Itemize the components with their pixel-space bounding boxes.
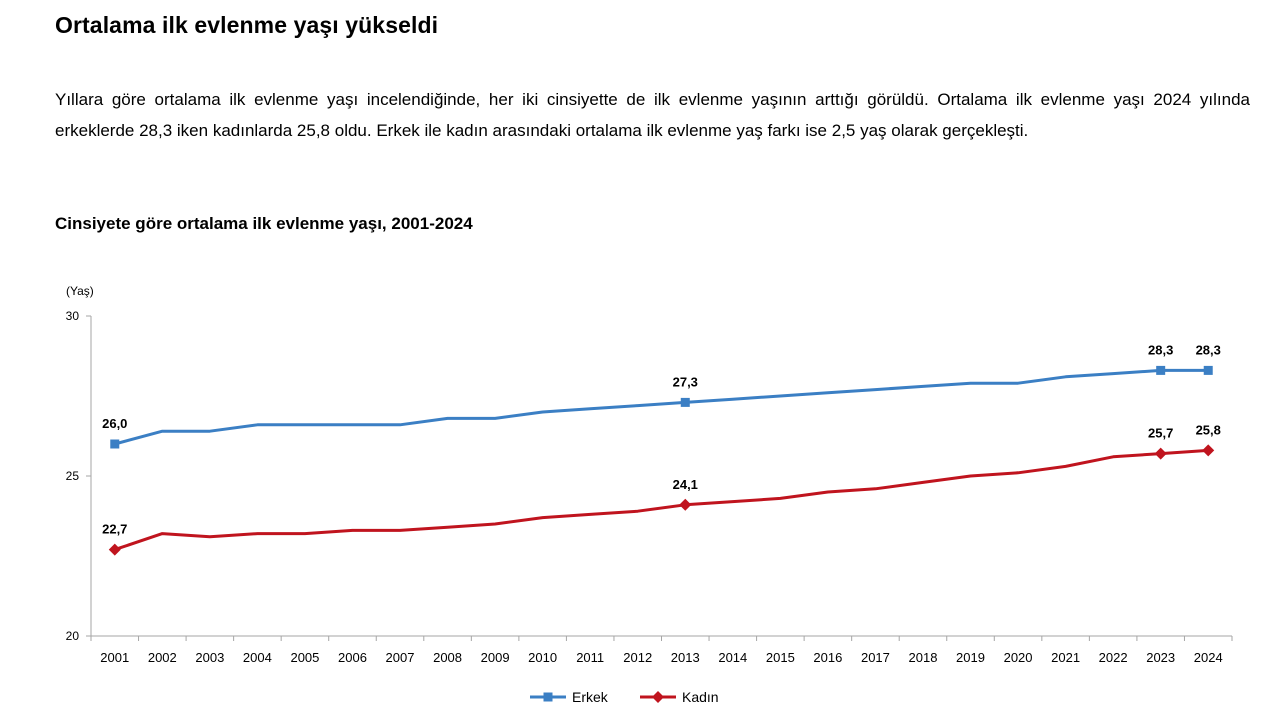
erkek-legend-label: Erkek [572,689,609,705]
page-title: Ortalama ilk evlenme yaşı yükseldi [55,12,439,38]
kadin-data-label: 22,7 [102,522,127,537]
x-tick-label: 2008 [433,650,462,665]
x-tick-label: 2023 [1146,650,1175,665]
x-tick-label: 2020 [1004,650,1033,665]
x-tick-label: 2015 [766,650,795,665]
erkek-marker [110,439,120,449]
x-tick-label: 2007 [386,650,415,665]
x-tick-label: 2004 [243,650,272,665]
x-tick-label: 2018 [909,650,938,665]
x-tick-label: 2005 [290,650,319,665]
erkek-series-line [114,368,1209,446]
x-tick-label: 2013 [671,650,700,665]
chart-axes: 20 25 30 (Yaş) 2001 2002 2003 2004 2005 2006 2007 2… [66,284,1233,665]
chart-title: Cinsiyete göre ortalama ilk evlenme yaşı… [55,214,473,233]
x-tick-label: 2003 [195,650,224,665]
erkek-marker [543,692,553,702]
y-tick-label: 20 [66,629,80,643]
x-tick-label: 2016 [813,650,842,665]
intro-paragraph: Yıllara göre ortalama ilk evlenme yaşı i… [55,90,1250,140]
x-tick-label: 2022 [1099,650,1128,665]
chart-data-labels: 26,0 27,3 28,3 28,3 22,7 24,1 25,7 25,8 [102,342,1221,536]
kadin-marker [108,543,121,556]
erkek-data-label: 27,3 [673,374,698,389]
x-tick-label: 2019 [956,650,985,665]
x-tick-label: 2017 [861,650,890,665]
chart-legend: Erkek Kadın [530,689,719,705]
erkek-marker [680,397,690,407]
y-tick-label: 30 [66,309,80,323]
x-tick-label: 2021 [1051,650,1080,665]
x-tick-label: 2002 [148,650,177,665]
kadin-data-label: 25,8 [1196,422,1221,437]
kadin-marker [1202,444,1215,457]
erkek-marker [1156,365,1166,375]
erkek-marker [1203,365,1213,375]
x-tick-label: 2014 [718,650,747,665]
x-tick-label: 2024 [1194,650,1223,665]
erkek-data-label: 28,3 [1148,342,1173,357]
kadin-marker [1154,447,1167,460]
x-tick-label: 2009 [481,650,510,665]
x-tick-label: 2010 [528,650,557,665]
x-tick-label: 2006 [338,650,367,665]
chart-series [108,365,1215,556]
y-tick-label: 25 [66,469,80,483]
kadin-data-label: 25,7 [1148,426,1173,441]
erkek-data-label: 26,0 [102,416,127,431]
y-axis-label: (Yaş) [66,284,94,298]
x-tick-label: 2012 [623,650,652,665]
x-tick-label: 2011 [576,650,604,665]
erkek-data-label: 28,3 [1196,342,1221,357]
kadin-legend-label: Kadın [682,689,719,705]
kadin-series-line [114,448,1209,552]
kadin-marker [679,498,692,511]
x-tick-label: 2001 [100,650,129,665]
kadin-data-label: 24,1 [673,477,698,492]
kadin-marker [652,691,664,703]
